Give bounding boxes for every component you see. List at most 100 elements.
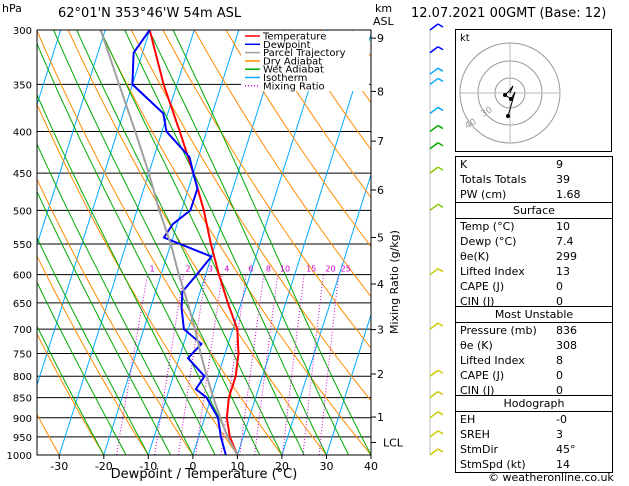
wind-barb: [429, 106, 439, 115]
isotherm: [236, 32, 371, 455]
mixing-ratio-line: [302, 274, 324, 455]
plot-frame: [36, 29, 372, 456]
mixing-ratio-line: [282, 274, 305, 455]
surface-value: 13: [556, 265, 570, 278]
datetime-title: 12.07.2021 00GMT (Base: 12): [411, 6, 607, 21]
mu-value: 8: [556, 354, 563, 367]
wind-barb: [429, 430, 439, 438]
hodograph: kt 40 30: [455, 29, 612, 152]
surface-value: 299: [556, 250, 577, 263]
index-row: Totals Totals 39: [456, 172, 612, 187]
wind-barb-flag: [437, 390, 444, 396]
hodograph-unit: kt: [460, 33, 470, 44]
wet-adiabat: [37, 42, 238, 455]
location-title: 62°01'N 353°46'W 54m ASL: [58, 6, 242, 21]
mu-value: 0: [556, 384, 563, 397]
hodo-row: StmSpd (kt) 14: [456, 457, 612, 472]
wind-barb-flag: [437, 23, 444, 28]
dry-adiabat: [288, 30, 371, 151]
surface-label: θe(K): [460, 250, 490, 263]
wet-adiabat: [37, 190, 172, 455]
wind-barb-flag: [437, 67, 444, 72]
x-tick-label: -30: [50, 460, 68, 473]
surface-row: Temp (°C) 10: [456, 219, 612, 234]
x-tick-label: 20: [275, 460, 289, 473]
series-dewpoint: [131, 30, 227, 455]
mixing-ratio-label: 4: [224, 265, 229, 274]
hodo-row: SREH 3: [456, 427, 612, 442]
wind-barb-flag: [437, 142, 444, 147]
mixing-ratio-line: [177, 274, 207, 455]
dry-adiabat: [37, 103, 238, 455]
dry-adiabat: [162, 30, 371, 349]
wind-barb: [429, 203, 439, 211]
mu-value: 308: [556, 339, 577, 352]
index-value: 9: [556, 158, 563, 171]
surface-row: Dewp (°C) 7.4: [456, 234, 612, 249]
mu-label: Pressure (mb): [460, 324, 537, 337]
wet-adiabat: [148, 30, 350, 455]
legend-label: Parcel Trajectory: [263, 48, 346, 59]
dry-adiabat: [130, 30, 371, 402]
series-parcel-trajectory: [99, 30, 239, 455]
surface-row: Lifted Index 13: [456, 264, 612, 279]
profile-lines: [99, 30, 240, 455]
altitude-tick-label: 7: [377, 135, 384, 148]
altitude-tick-label: 5: [377, 231, 384, 244]
altitude-axis: 1 2 3 4 5 6 7 8 9 LCL: [371, 32, 404, 449]
hodograph-point: [503, 93, 507, 97]
dry-adiabat: [257, 30, 371, 199]
mixing-ratio-line: [254, 274, 279, 455]
dry-adiabat: [193, 30, 371, 298]
wind-barb: [429, 448, 439, 456]
pressure-tick: 750: [13, 349, 32, 360]
mu-label: Lifted Index: [460, 354, 525, 367]
mu-label: θe (K): [460, 339, 493, 352]
mixing-ratio-label: 3: [208, 265, 213, 274]
mixing-ratio-label: 20: [325, 265, 335, 274]
wet-adiabat: [53, 30, 261, 455]
hodo-label: SREH: [460, 428, 490, 441]
pressure-axis: 300 350 400 450 500 550 600 650 700 750 800 850 900 9…: [7, 26, 32, 462]
mixing-ratio-line: [239, 274, 265, 455]
wet-adiabat: [37, 93, 216, 455]
legend-label: Dry Adiabat: [263, 56, 322, 67]
altitude-tick-label: 2: [377, 368, 384, 381]
wind-barb-flag: [437, 448, 444, 453]
altitude-tick-label: 9: [377, 32, 384, 45]
pressure-tick: 700: [13, 325, 32, 336]
wind-barb: [429, 124, 439, 133]
wind-barb-flag: [437, 46, 444, 51]
wet-adiabat: [37, 281, 127, 455]
surface-row: CIN (J) 0: [456, 294, 612, 309]
x-tick-label: -10: [139, 460, 157, 473]
index-value: 39: [556, 173, 570, 186]
wind-barb-flag: [437, 322, 444, 327]
hpa-axis-label: hPa: [2, 2, 22, 15]
km-label: km: [375, 2, 393, 15]
wet-adiabat: [37, 142, 194, 455]
wind-barb-flag: [437, 430, 444, 435]
altitude-tick-label: 3: [377, 324, 384, 337]
wind-barb-flag: [437, 106, 444, 112]
mu-row: CIN (J) 0: [456, 383, 612, 398]
hodograph-table-title: Hodograph: [456, 396, 612, 412]
x-tick-label: 10: [230, 460, 244, 473]
wind-barb: [429, 166, 439, 174]
legend-label: Temperature: [262, 32, 326, 43]
index-row: PW (cm) 1.68: [456, 187, 612, 202]
series-temperature: [148, 30, 240, 455]
wind-barb-flag: [437, 369, 444, 374]
hodograph-table: Hodograph EH -0 SREH 3 StmDir 45° StmSpd (k…: [455, 395, 613, 473]
x-axis-label: Dewpoint / Temperature (°C): [111, 467, 298, 482]
most-unstable-box: Most Unstable Pressure (mb) 836 θe (K) 308…: [455, 306, 613, 399]
surface-value: 7.4: [556, 235, 574, 248]
mixing-ratio-axis-label: Mixing Ratio (g/kg): [388, 230, 401, 334]
x-tick-label: 40: [364, 460, 378, 473]
isotherm: [147, 30, 284, 455]
dry-adiabat: [37, 332, 105, 455]
wet-adiabat: [76, 30, 283, 455]
wind-barb: [429, 46, 439, 54]
hodo-label: StmSpd (kt): [460, 458, 526, 471]
